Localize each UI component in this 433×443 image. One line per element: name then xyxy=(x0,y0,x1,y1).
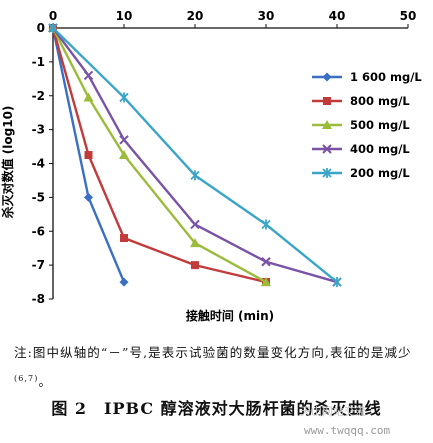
x-tick-label: 30 xyxy=(258,9,275,23)
y-tick-label: -3 xyxy=(32,123,45,137)
y-tick-label: -7 xyxy=(32,258,45,272)
legend-label: 800 mg/L xyxy=(350,94,410,108)
watermark-url: www.twqqq.com xyxy=(304,424,391,437)
data-point xyxy=(191,261,199,270)
legend-label: 200 mg/L xyxy=(350,166,410,180)
x-tick-label: 20 xyxy=(187,9,204,23)
legend-label: 1 600 mg/L xyxy=(350,70,422,84)
y-tick-label: -2 xyxy=(32,89,45,103)
data-point xyxy=(261,257,271,267)
data-point xyxy=(119,150,129,160)
x-tick-label: 40 xyxy=(329,9,346,23)
series-line xyxy=(52,27,338,284)
y-tick-label: -5 xyxy=(32,190,45,204)
figure-caption: 图 2 IPBC 醇溶液对大肠杆菌的杀灭曲线 xyxy=(51,399,382,418)
data-point xyxy=(190,170,200,181)
y-axis-label: 杀灭对数值 (log10) xyxy=(0,106,15,219)
data-point xyxy=(48,23,58,33)
y-tick-label: -6 xyxy=(32,224,45,238)
data-point xyxy=(120,234,128,243)
watermark-text: 天山网站交流 xyxy=(300,405,366,418)
data-point xyxy=(84,151,93,160)
data-point xyxy=(83,70,94,81)
legend-swatch-marker xyxy=(322,168,332,178)
y-tick-label: -8 xyxy=(32,292,45,306)
footnote-reference: (6,7) xyxy=(14,374,39,383)
data-point xyxy=(261,219,271,230)
y-tick-label: -4 xyxy=(32,157,45,171)
chart-footnote: 注:图中纵轴的“－”号,是表示试验菌的数量变化方向,表征的是减少 (6,7)。 xyxy=(14,340,422,395)
legend-swatch-marker xyxy=(322,144,332,154)
x-tick-label: 0 xyxy=(49,9,57,23)
data-point xyxy=(83,92,94,102)
x-tick-label: 50 xyxy=(400,9,417,23)
data-point xyxy=(261,277,271,287)
y-tick-label: -1 xyxy=(32,55,45,69)
data-point xyxy=(119,92,129,103)
data-point xyxy=(84,192,93,202)
data-point xyxy=(332,277,342,288)
legend-label: 400 mg/L xyxy=(350,142,410,156)
footnote-text: 注:图中纵轴的“－”号,是表示试验菌的数量变化方向,表征的是减少 xyxy=(14,345,412,360)
legend-swatch-marker xyxy=(323,97,331,105)
data-point xyxy=(119,277,129,287)
data-point xyxy=(119,135,129,145)
y-tick-label: 0 xyxy=(37,21,45,35)
x-tick-label: 10 xyxy=(116,9,133,23)
legend-swatch-marker xyxy=(322,72,332,82)
legend-swatch-marker xyxy=(322,120,332,129)
data-point xyxy=(190,219,200,230)
kill-curve-chart: 0 10 20 30 40 50 0 -1 -2 -3 -4 -5 -6 -7 -8 1 600 mg/L 8… xyxy=(0,9,422,323)
legend-label: 500 mg/L xyxy=(350,118,410,132)
x-axis-label: 接触时间 (min) xyxy=(186,308,274,323)
footnote-end: 。 xyxy=(38,374,53,390)
data-point xyxy=(190,238,200,248)
